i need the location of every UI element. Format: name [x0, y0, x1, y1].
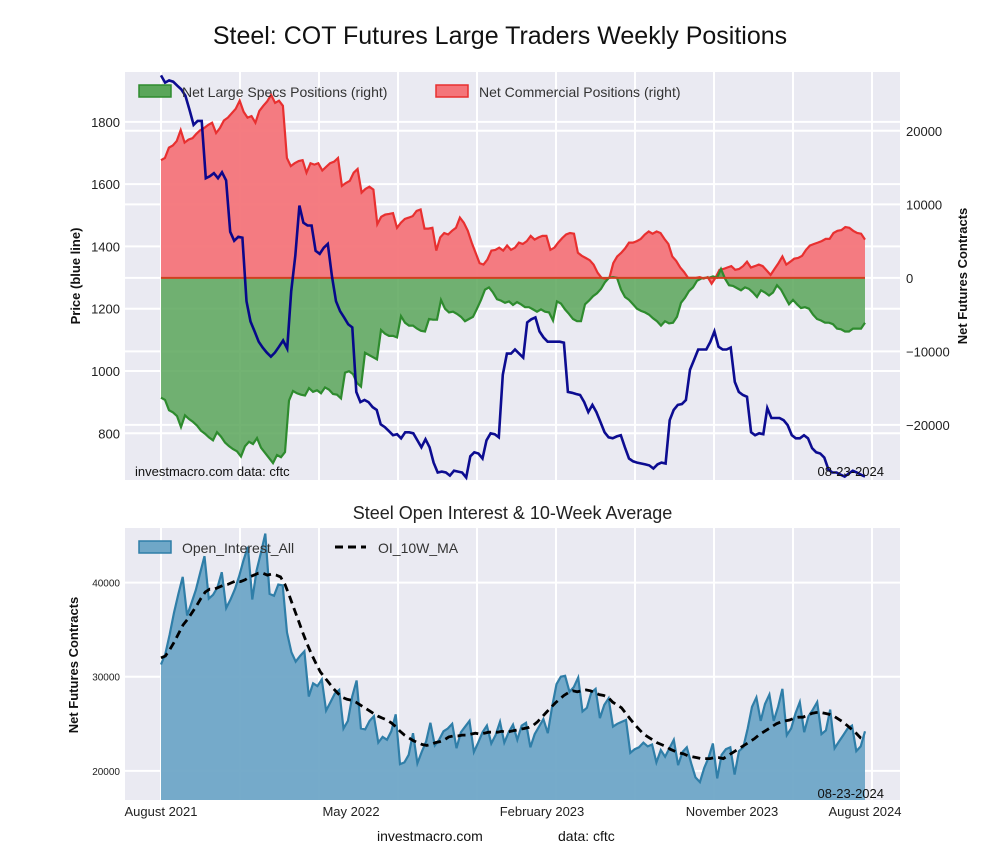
price-tick-label: 1400 [91, 239, 120, 254]
price-axis-label: Price (blue line) [68, 228, 83, 325]
net-tick-label: 20000 [906, 124, 942, 139]
positions-watermark: investmacro.com data: cftc [135, 464, 290, 479]
x-tick-label: May 2022 [322, 804, 379, 819]
x-tick-label: August 2024 [828, 804, 901, 819]
legend-label-ma: OI_10W_MA [378, 540, 459, 556]
positions-chart: 800 1000 1200 1400 1600 1800 −20000 −10000 0 100… [68, 72, 970, 481]
net-contracts-axis: −20000 −10000 0 10000 20000 [906, 124, 950, 433]
net-tick-label: 0 [906, 271, 913, 286]
x-tick-label: February 2023 [500, 804, 585, 819]
oi-tick-label: 20000 [92, 767, 120, 778]
oi-chart-title: Steel Open Interest & 10-Week Average [352, 503, 673, 523]
oi-date-label: 08-23-2024 [818, 786, 885, 801]
net-contracts-axis-label: Net Futures Contracts [955, 208, 970, 345]
specs-area [161, 269, 865, 464]
oi-tick-label: 40000 [92, 579, 120, 590]
legend-label-specs: Net Large Specs Positions (right) [182, 84, 387, 100]
x-tick-label: August 2021 [124, 804, 197, 819]
price-tick-label: 1200 [91, 302, 120, 317]
price-line-group [159, 74, 866, 481]
oi-legend: Open_Interest_All OI_10W_MA [138, 540, 459, 556]
legend-label-commercial: Net Commercial Positions (right) [479, 84, 681, 100]
x-tick-label: November 2023 [686, 804, 779, 819]
legend-swatch-specs [138, 84, 172, 98]
commercial-area [161, 94, 865, 284]
oi-x-axis: August 2021 May 2022 February 2023 November… [124, 804, 901, 819]
price-axis: 800 1000 1200 1400 1600 1800 [91, 115, 120, 441]
price-tick-label: 1000 [91, 364, 120, 379]
ma-line [160, 571, 866, 761]
positions-areas [160, 92, 866, 466]
price-tick-label: 800 [98, 426, 120, 441]
commercial-line [160, 92, 866, 286]
net-tick-label: −10000 [906, 344, 950, 359]
oi-axis-label: Net Futures Contracts [66, 597, 81, 734]
price-line [159, 74, 866, 481]
net-tick-label: −20000 [906, 418, 950, 433]
net-tick-label: 10000 [906, 197, 942, 212]
specs-line [160, 266, 866, 466]
open-interest-line [159, 533, 867, 785]
price-tick-label: 1800 [91, 115, 120, 130]
positions-date-label: 08-23-2024 [818, 464, 885, 479]
legend-label-open-interest: Open_Interest_All [182, 540, 294, 556]
footer-source: data: cftc [558, 828, 615, 844]
legend-swatch-commercial [435, 84, 469, 98]
chart-title: Steel: COT Futures Large Traders Weekly … [212, 22, 788, 50]
open-interest-chart: 20000 30000 40000 August 2021 May 2022 Febru… [66, 528, 902, 819]
legend-swatch-open-interest [138, 540, 172, 554]
footer-site: investmacro.com [377, 828, 483, 844]
oi-y-axis: 20000 30000 40000 [92, 579, 120, 778]
positions-legend: Net Large Specs Positions (right) Net Co… [138, 84, 681, 100]
price-tick-label: 1600 [91, 177, 120, 192]
open-interest-area [161, 533, 865, 800]
oi-series [159, 533, 867, 800]
oi-tick-label: 30000 [92, 673, 120, 684]
